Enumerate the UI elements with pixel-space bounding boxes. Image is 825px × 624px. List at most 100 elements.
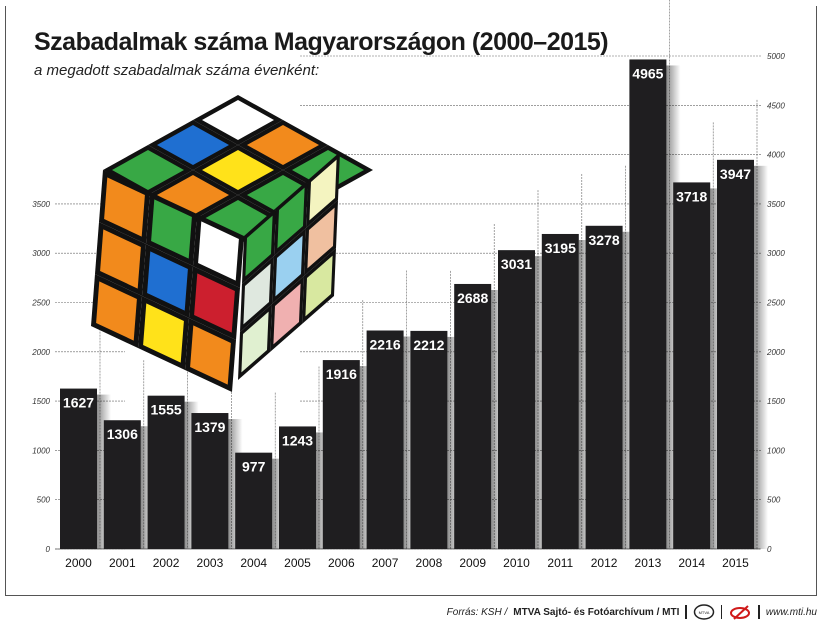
cube-sticker <box>198 221 239 281</box>
cube-sticker <box>307 207 335 269</box>
footer: Forrás: KSH / MTVA Sajtó- és Fotóarchívu… <box>447 604 817 620</box>
bar-2013 <box>629 59 667 550</box>
data-label: 1555 <box>151 402 182 418</box>
cube-sticker <box>202 150 274 190</box>
cube-sticker <box>104 177 145 237</box>
cube-sticker <box>277 187 305 249</box>
source-label: Forrás: KSH / <box>446 606 508 618</box>
chart-title: Szabadalmak száma Magyarországon (2000–2… <box>34 28 609 56</box>
cube-sticker <box>273 283 301 345</box>
cube-sticker <box>100 229 141 289</box>
bar-2002 <box>147 395 185 549</box>
left-axis-tick-label: 2500 <box>31 299 50 308</box>
left-axis-tick-label: 3500 <box>32 200 50 209</box>
left-axis-tick-label: 1000 <box>32 446 50 455</box>
bar-2009 <box>454 283 492 549</box>
bar-2000 <box>60 388 97 549</box>
cube-sticker <box>143 303 184 363</box>
x-axis-tick-label: 2014 <box>678 556 705 570</box>
cube-sticker <box>96 281 137 341</box>
bar-2014 <box>673 182 711 549</box>
mtva-logo: MTVA <box>693 604 715 620</box>
right-axis-tick-label: 4000 <box>767 151 785 160</box>
right-axis-tick-label: 1500 <box>767 397 785 406</box>
right-axis-tick-label: 3000 <box>767 249 785 258</box>
x-axis-tick-label: 2003 <box>197 556 224 570</box>
x-axis-tick-label: 2011 <box>547 556 573 570</box>
x-axis-tick-label: 2005 <box>284 556 311 570</box>
cube-sticker <box>245 215 273 277</box>
data-label: 4965 <box>632 65 663 81</box>
x-axis-tick-label: 2007 <box>372 556 399 570</box>
separator <box>720 605 723 619</box>
data-label: 977 <box>242 459 266 475</box>
x-axis-tick-label: 2008 <box>416 556 443 570</box>
data-label: 3718 <box>676 188 707 204</box>
separator <box>685 605 687 619</box>
data-label: 3031 <box>501 256 532 272</box>
rubiks-cube-image <box>91 95 373 392</box>
bar-2005 <box>279 426 316 549</box>
x-axis-tick-label: 2015 <box>722 556 749 570</box>
right-axis-tick-label: 2000 <box>766 348 785 357</box>
bar-chart: 0 500 1000 1500 2000 2500 3000 3500 0 500 1000 1500… <box>31 0 785 570</box>
separator <box>758 605 760 619</box>
bar-2015 <box>717 159 754 549</box>
left-axis-tick-label: 3000 <box>32 249 50 258</box>
right-axis-tick-label: 2500 <box>766 299 785 308</box>
url-link[interactable]: www.mti.hu <box>765 606 817 618</box>
svg-text:MTVA: MTVA <box>698 610 709 615</box>
credit-text: MTVA Sajtó- és Fotóarchívum / MTI <box>513 606 680 618</box>
right-axis-tick-label: 0 <box>767 545 772 554</box>
chart-subtitle: a megadott szabadalmak száma évenként: <box>34 62 320 79</box>
right-axis-tick-label: 500 <box>767 496 781 505</box>
right-axis-tick-label: 5000 <box>767 52 785 61</box>
bar-2007 <box>366 330 404 549</box>
data-label: 3947 <box>720 166 751 182</box>
bar-2001 <box>103 420 141 549</box>
cube-sticker <box>241 311 269 373</box>
cube-sticker <box>194 273 235 333</box>
cube-sticker <box>151 199 192 259</box>
bar-2010 <box>498 250 535 549</box>
cube-sticker <box>247 125 319 165</box>
cube-sticker <box>309 159 337 221</box>
x-axis-tick-label: 2002 <box>153 556 180 570</box>
left-axis-tick-label: 500 <box>37 496 51 505</box>
x-axis-tick-label: 2001 <box>109 556 136 570</box>
data-label: 1916 <box>326 366 357 382</box>
bar-2011 <box>541 233 579 549</box>
x-axis-tick-label: 2006 <box>328 556 355 570</box>
cube-sticker <box>275 235 303 297</box>
x-axis-tick-label: 2009 <box>459 556 486 570</box>
x-axis-tick-label: 2000 <box>65 556 92 570</box>
data-label: 1243 <box>282 432 313 448</box>
cube-sticker <box>157 125 229 165</box>
chart-frame <box>5 6 817 596</box>
bar-2006 <box>322 360 360 549</box>
data-label: 3195 <box>545 240 576 256</box>
bar-2003 <box>191 413 229 549</box>
cube-sticker <box>243 263 271 325</box>
cube-sticker <box>112 150 184 190</box>
mti-logo <box>730 605 751 620</box>
data-label: 2216 <box>370 337 401 353</box>
right-axis-tick-label: 3500 <box>767 200 785 209</box>
left-axis-tick-label: 0 <box>46 545 51 554</box>
cube-sticker <box>147 251 188 311</box>
data-label: 3278 <box>589 232 620 248</box>
data-label: 1379 <box>194 419 225 435</box>
x-axis-tick-label: 2010 <box>503 556 530 570</box>
right-axis-tick-label: 1000 <box>767 446 785 455</box>
bar-2008 <box>410 330 448 549</box>
x-axis-tick-label: 2012 <box>591 556 618 570</box>
bar-2004 <box>235 452 273 549</box>
right-axis-tick-label: 4500 <box>767 101 785 110</box>
data-label: 2212 <box>413 337 444 353</box>
left-axis-tick-label: 2000 <box>31 348 50 357</box>
data-label: 1306 <box>107 426 138 442</box>
data-label: 1627 <box>63 395 94 411</box>
cube-sticker <box>202 100 274 140</box>
data-label: 2688 <box>457 290 488 306</box>
left-axis-tick-label: 1500 <box>32 397 50 406</box>
